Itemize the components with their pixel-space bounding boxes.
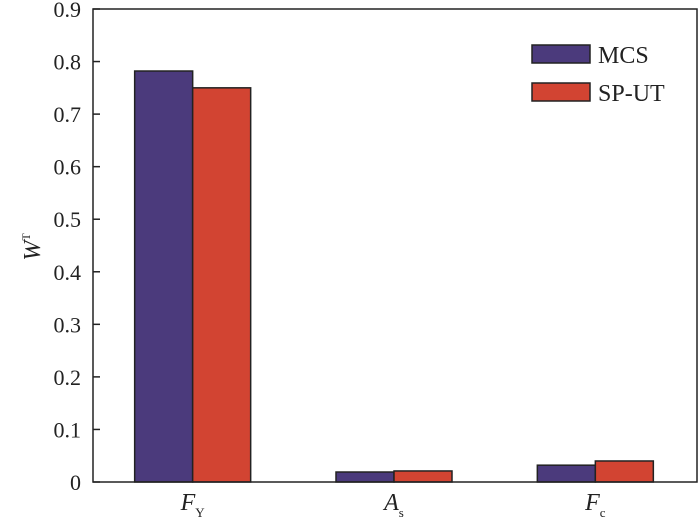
legend-label-mcs: MCS bbox=[598, 43, 649, 69]
y-tick-label: 0.4 bbox=[54, 260, 82, 285]
legend-swatch-sp-ut bbox=[531, 82, 591, 102]
y-tick-label: 0.7 bbox=[54, 102, 82, 127]
y-axis: 0 0.1 0.2 0.3 0.4 0.5 0.6 0.7 0.8 0.9 bbox=[54, 0, 100, 495]
bar-sp-ut-1 bbox=[393, 470, 453, 483]
x-axis: FY As Fc bbox=[180, 490, 606, 520]
x-tick-label-base: A bbox=[382, 490, 399, 516]
y-tick-label: 0.1 bbox=[54, 417, 82, 442]
bar-sp-ut-2 bbox=[594, 460, 655, 483]
bar-mcs-1 bbox=[335, 471, 395, 483]
bar-sp-ut-0 bbox=[191, 87, 252, 483]
legend-swatch-mcs bbox=[531, 44, 591, 64]
x-tick-label: FY bbox=[180, 490, 206, 520]
y-tick-label: 0.9 bbox=[54, 0, 82, 22]
bars-group bbox=[133, 70, 655, 483]
bar-mcs-2 bbox=[536, 464, 597, 483]
y-tick-label: 0.6 bbox=[54, 155, 82, 180]
legend: MCS SP-UT bbox=[531, 43, 665, 107]
x-tick-label-base: F bbox=[584, 490, 600, 516]
y-tick-label: 0.2 bbox=[54, 365, 82, 390]
x-tick-label-sub: Y bbox=[195, 505, 205, 520]
y-axis-label-base: W bbox=[20, 239, 46, 261]
y-tick-label: 0.8 bbox=[54, 50, 82, 75]
y-axis-label: WT bbox=[19, 233, 46, 261]
y-tick-label: 0 bbox=[70, 470, 81, 495]
legend-label-sp-ut: SP-UT bbox=[598, 81, 665, 107]
y-tick-label: 0.3 bbox=[54, 312, 82, 337]
x-tick-label-sub: c bbox=[600, 505, 606, 520]
bar-mcs-0 bbox=[133, 70, 194, 483]
x-tick-label-base: F bbox=[180, 490, 196, 516]
x-tick-label: Fc bbox=[584, 490, 606, 520]
y-tick-label: 0.5 bbox=[54, 207, 82, 232]
y-axis-label-sup: T bbox=[19, 233, 33, 241]
plot-frame bbox=[92, 8, 698, 483]
x-tick-label: As bbox=[382, 490, 404, 520]
x-tick-label-sub: s bbox=[399, 505, 404, 520]
